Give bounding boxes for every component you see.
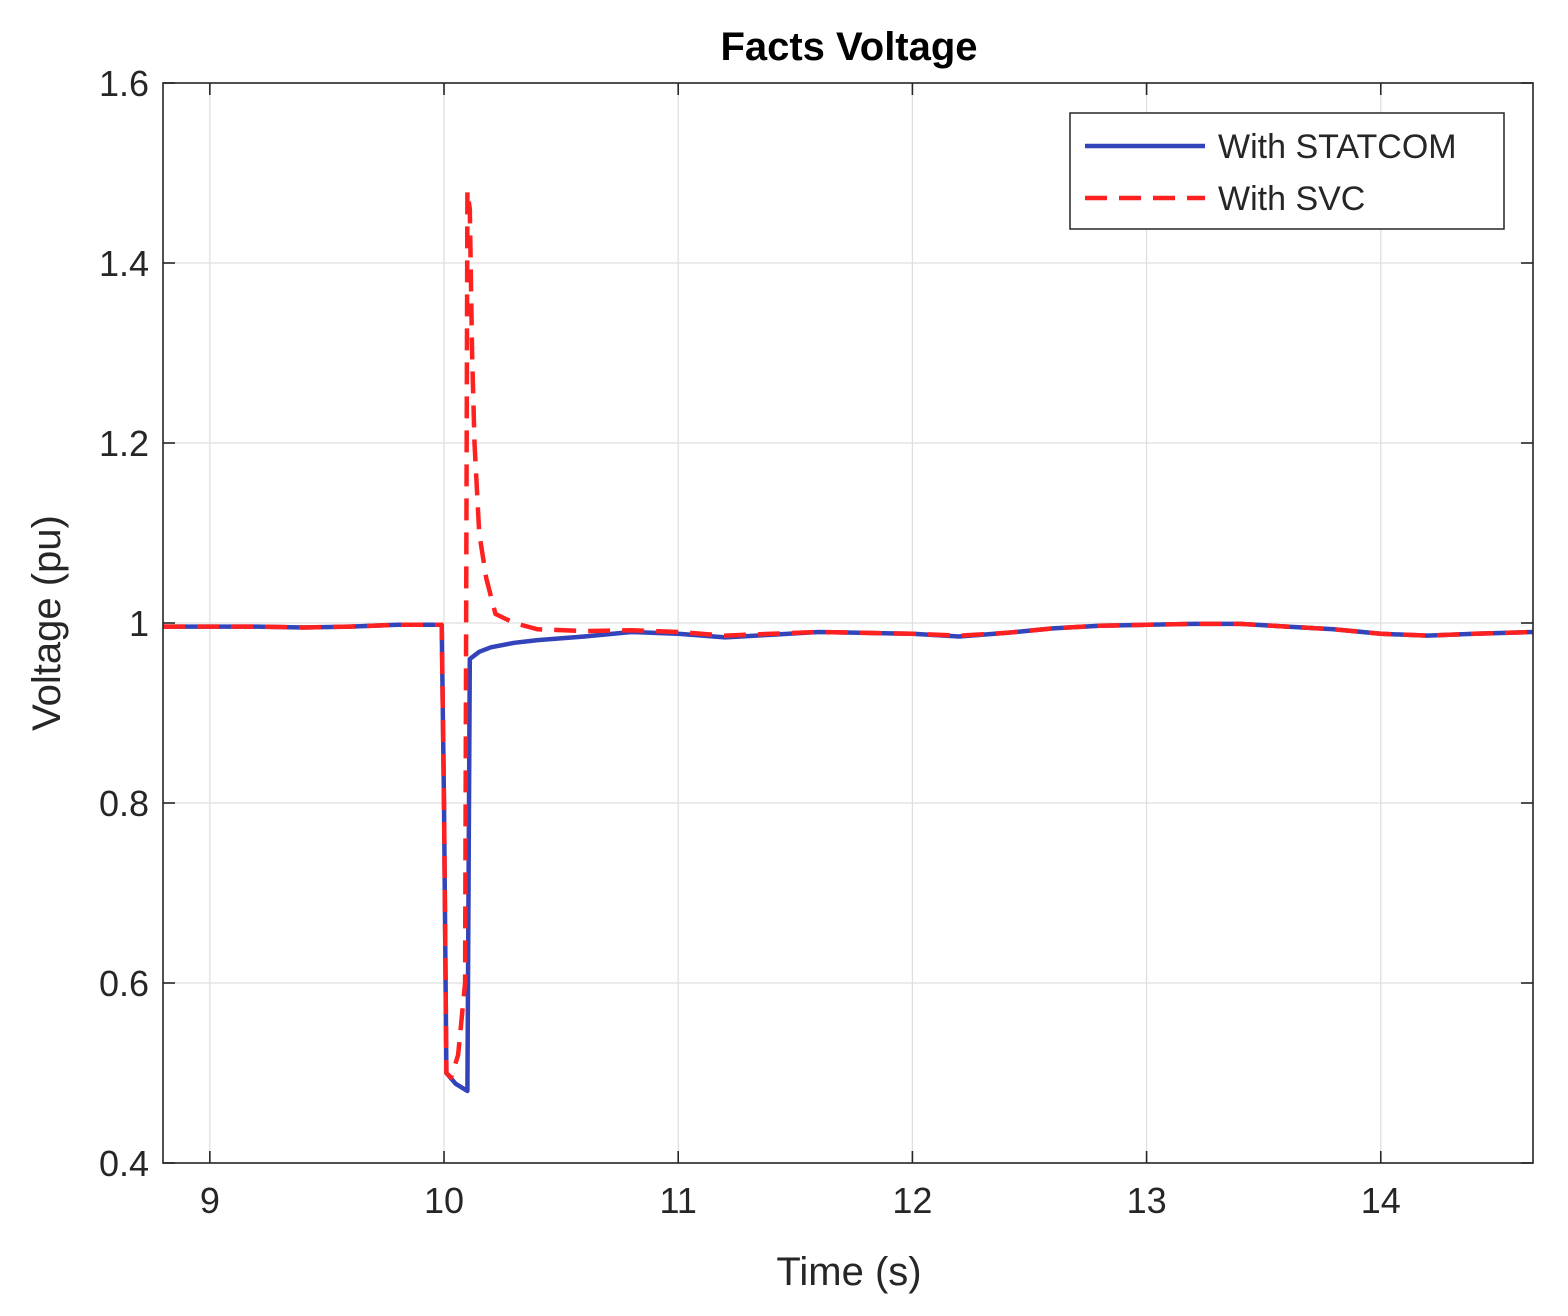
series-layer — [163, 188, 1534, 1094]
legend: With STATCOM With SVC — [1069, 112, 1505, 230]
x-tick-label: 11 — [660, 1180, 697, 1221]
y-axis-title: Voltage (pu) — [25, 515, 69, 731]
x-tick-label: 10 — [424, 1180, 464, 1221]
y-tick-label: 0.4 — [99, 1143, 149, 1184]
chart-title: Facts Voltage — [720, 25, 977, 69]
grid — [163, 82, 1533, 1164]
x-tick-label: 13 — [1127, 1180, 1167, 1221]
legend-label-statcom: With STATCOM — [1218, 128, 1457, 166]
legend-box — [1069, 112, 1505, 230]
y-tick-label: 1 — [129, 603, 149, 644]
x-tick-label: 9 — [200, 1180, 220, 1221]
legend-label-svc: With SVC — [1218, 180, 1365, 218]
y-tick-label: 0.8 — [99, 783, 149, 824]
x-tick-label: 12 — [892, 1180, 932, 1221]
y-tick-label: 1.4 — [99, 243, 149, 284]
x-tick-label: 14 — [1361, 1180, 1401, 1221]
x-axis-title: Time (s) — [776, 1250, 921, 1294]
y-tick-label: 1.2 — [99, 423, 149, 464]
y-tick-label: 1.6 — [99, 63, 149, 104]
series-line-svc — [163, 188, 1534, 1080]
y-tick-label: 0.6 — [99, 963, 149, 1004]
ticks: 9 10 11 12 13 14 0.4 0.6 0.8 1 1.2 1.4 1.6 — [99, 63, 1533, 1221]
